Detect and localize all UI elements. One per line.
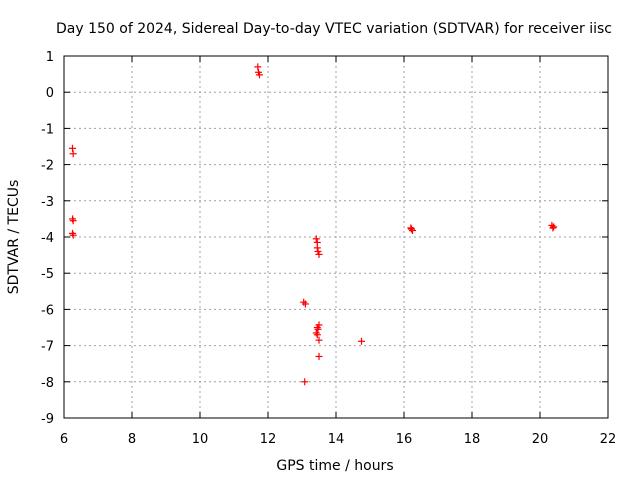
data-point-marker — [69, 217, 77, 225]
x-tick-label: 6 — [60, 432, 68, 447]
data-point-marker — [301, 300, 309, 308]
data-point-marker — [358, 337, 365, 345]
x-tick-label: 20 — [532, 432, 549, 447]
data-point-marker — [314, 325, 322, 333]
data-point-marker — [69, 144, 76, 152]
x-tick-label: 16 — [396, 432, 413, 447]
data-point-marker — [69, 215, 76, 223]
data-point-marker — [315, 352, 323, 360]
y-tick-label: -4 — [41, 231, 54, 246]
data-point-marker — [313, 244, 321, 252]
data-point-marker — [315, 336, 323, 344]
y-tick-label: -3 — [41, 195, 54, 210]
data-point-marker — [549, 224, 557, 232]
chart-title: Day 150 of 2024, Sidereal Day-to-day VTE… — [56, 21, 612, 37]
grid-lines — [64, 56, 608, 418]
data-point-marker — [315, 250, 323, 258]
x-tick-label: 12 — [260, 432, 277, 447]
y-tick-label: 1 — [46, 50, 54, 65]
x-tick-label: 8 — [128, 432, 136, 447]
y-tick-label: 0 — [46, 86, 54, 101]
y-tick-label: -1 — [41, 122, 54, 137]
data-points — [69, 63, 558, 386]
x-axis-title: GPS time / hours — [276, 458, 393, 474]
data-point-marker — [312, 329, 320, 337]
y-tick-label: -2 — [41, 159, 54, 174]
data-point-marker — [69, 150, 77, 158]
y-tick-label: -6 — [41, 303, 54, 318]
data-point-marker — [409, 226, 416, 234]
x-tick-label: 10 — [192, 432, 209, 447]
x-tick-label: 14 — [328, 432, 345, 447]
y-tick-label: -7 — [41, 340, 54, 355]
data-point-marker — [69, 229, 76, 237]
data-point-marker — [69, 231, 77, 239]
data-point-marker — [254, 63, 262, 71]
data-point-marker — [315, 321, 323, 329]
y-axis-title: SDTVAR / TECUs — [6, 180, 22, 295]
data-point-marker — [301, 378, 309, 386]
data-point-marker — [407, 225, 415, 233]
y-tick-label: -9 — [41, 412, 54, 427]
data-point-marker — [312, 235, 320, 243]
data-point-marker — [300, 298, 308, 306]
x-tick-label: 22 — [600, 432, 617, 447]
x-tick-label: 18 — [464, 432, 481, 447]
y-tick-label: -8 — [41, 376, 54, 391]
data-point-marker — [256, 71, 263, 79]
data-point-marker — [550, 223, 558, 231]
data-point-marker — [313, 331, 321, 339]
y-tick-label: -5 — [41, 267, 54, 282]
